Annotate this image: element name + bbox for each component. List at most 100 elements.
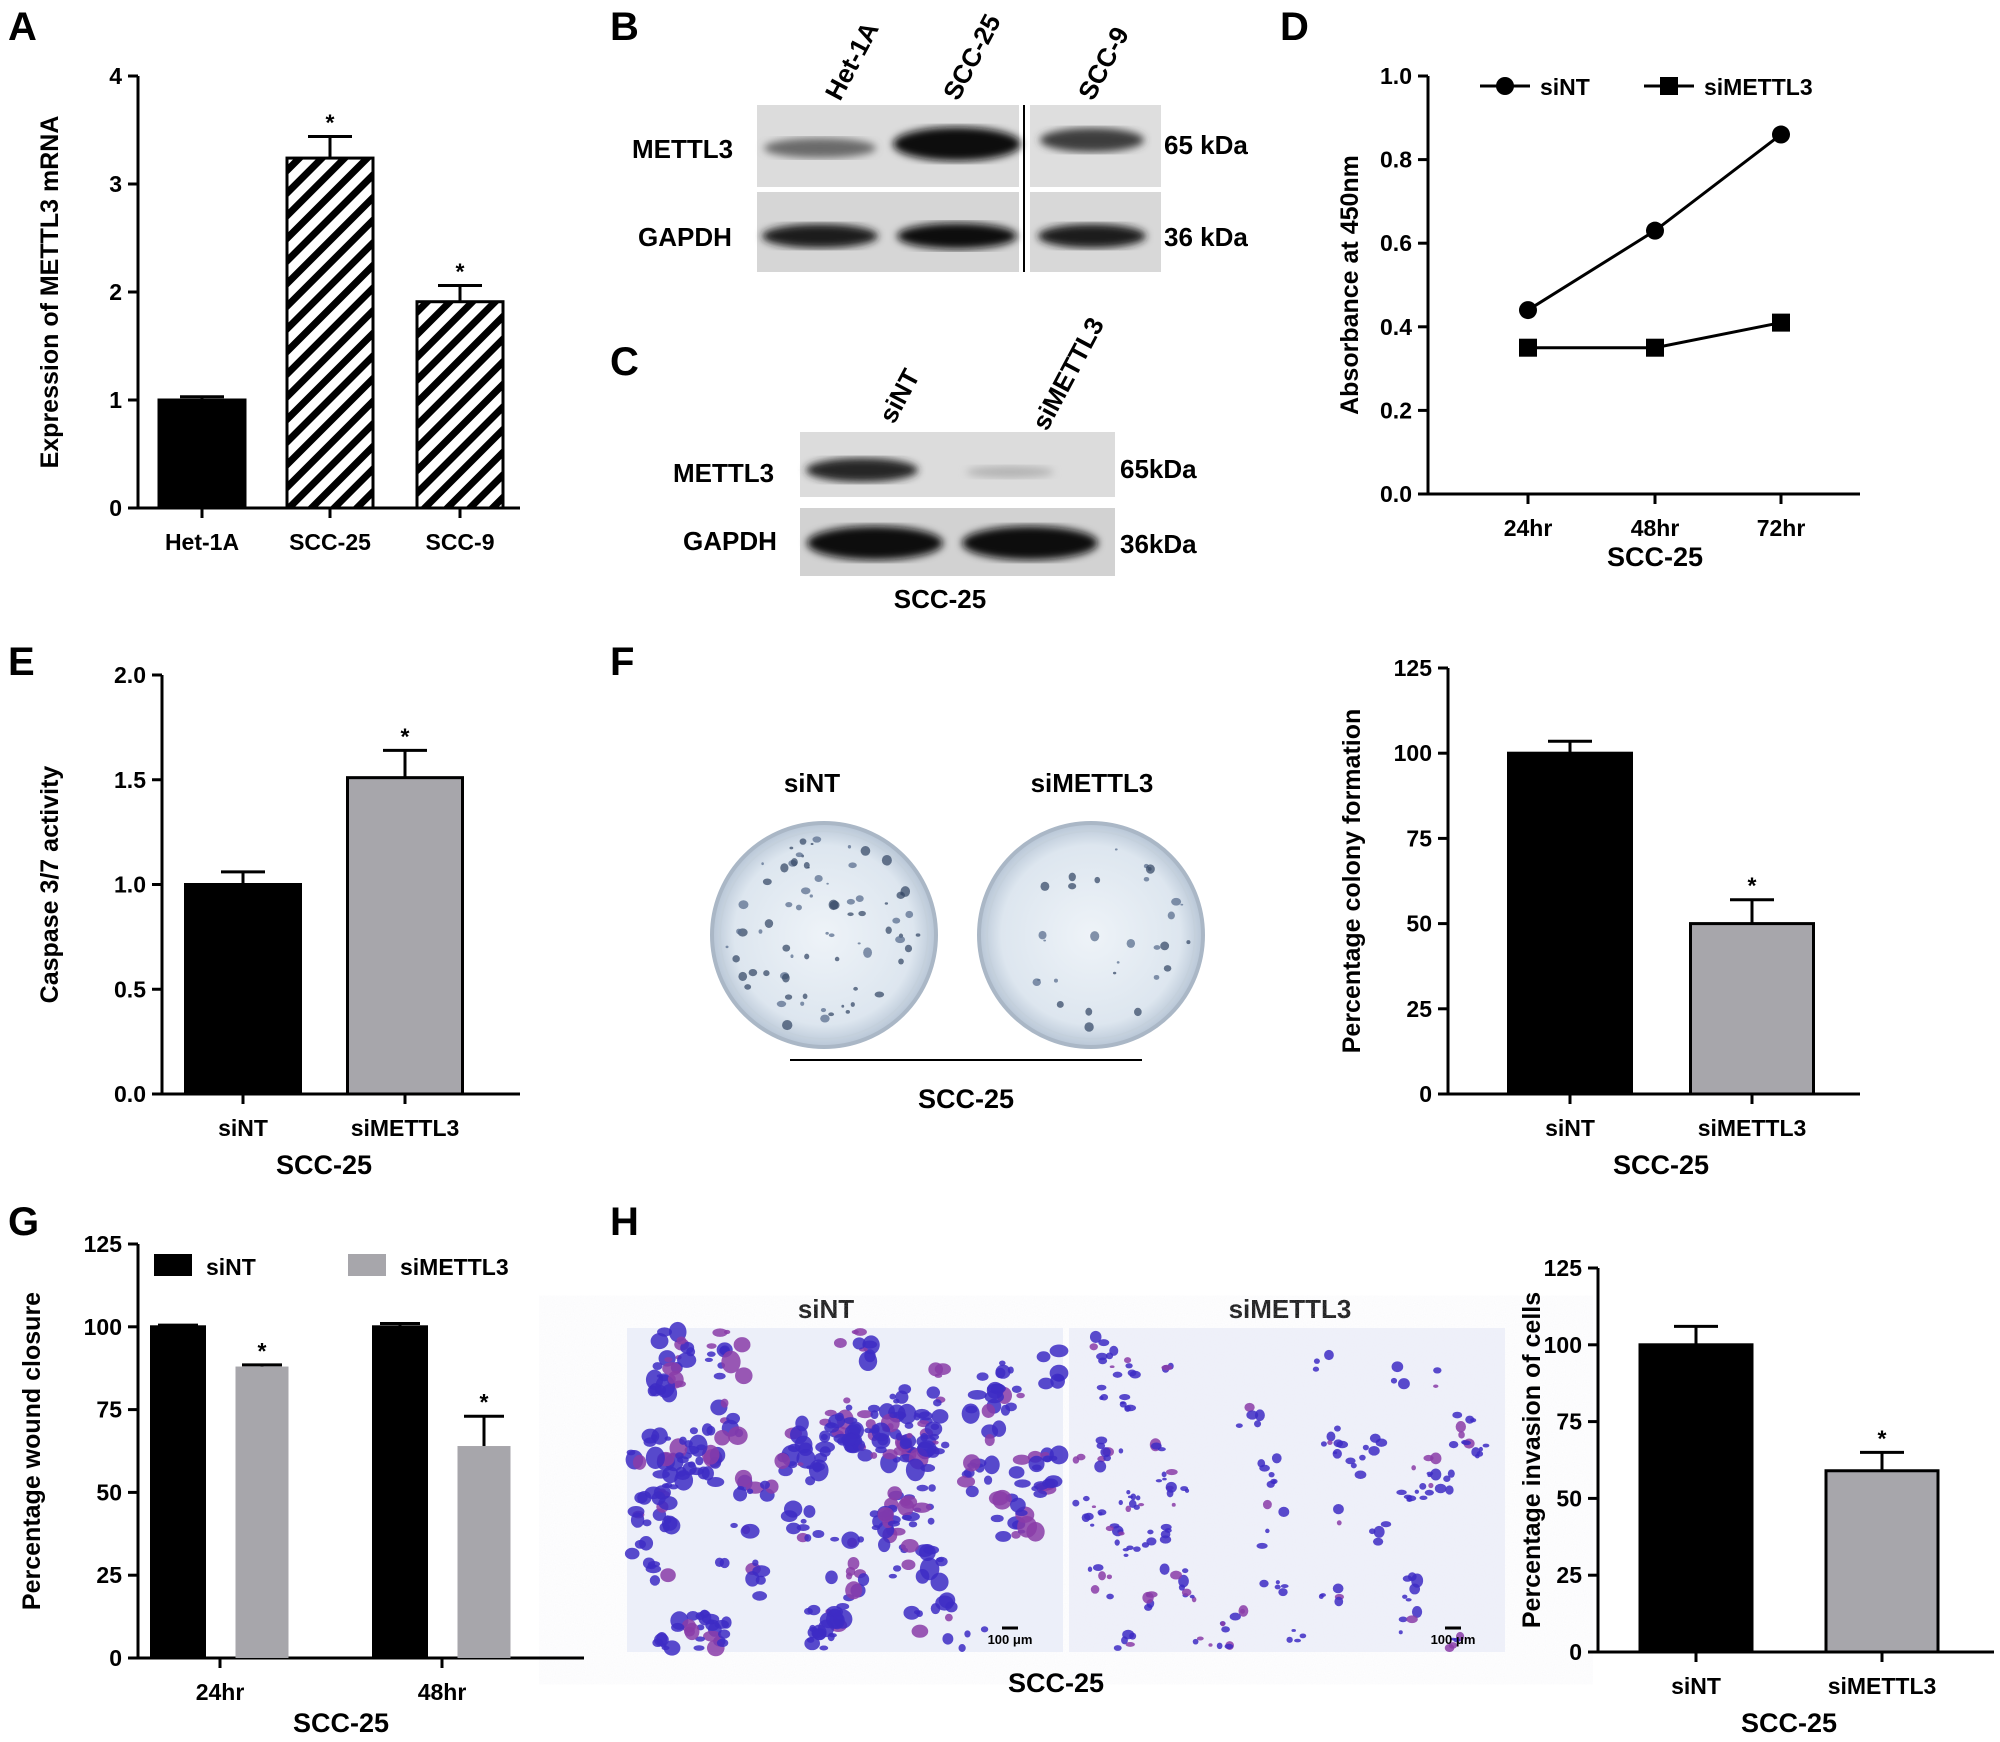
invaded-cell — [812, 1529, 825, 1539]
invaded-cell — [624, 1547, 640, 1560]
invaded-cell — [995, 1530, 1012, 1542]
invaded-cell — [847, 1557, 860, 1570]
y-tick-label: 0.5 — [114, 976, 146, 1002]
colony-dot — [825, 931, 829, 935]
invaded-cell — [798, 1442, 813, 1456]
x-axis-title: SCC-25 — [1607, 542, 1703, 572]
invaded-cell — [917, 1440, 937, 1457]
invaded-cell — [984, 1434, 995, 1447]
invaded-cell — [1118, 1448, 1124, 1454]
invaded-cell — [1017, 1515, 1038, 1538]
invaded-cell — [1271, 1453, 1282, 1464]
invaded-cell — [908, 1521, 918, 1528]
x-tick-label: siNT — [1671, 1673, 1721, 1699]
invaded-cell — [656, 1374, 664, 1378]
legend-marker-square — [1660, 77, 1678, 95]
invaded-cell — [1196, 1636, 1204, 1641]
invaded-cell — [1105, 1525, 1114, 1532]
invaded-cell — [911, 1624, 929, 1638]
invaded-cell — [652, 1469, 670, 1479]
invaded-cell — [849, 1423, 862, 1435]
invaded-cell — [926, 1386, 941, 1399]
x-tick-label: 48hr — [418, 1679, 467, 1705]
colony-dot — [1038, 930, 1047, 940]
invaded-cell — [825, 1570, 838, 1585]
panel-letter-h: H — [610, 1200, 639, 1244]
invaded-cell — [740, 1523, 760, 1539]
colony-dot — [762, 878, 772, 886]
chart-f-colony-formation: 0 25 50 75 100 125 Percentage colony formation… — [1338, 655, 1860, 1180]
invaded-cell — [986, 1383, 1006, 1394]
invaded-cell — [634, 1492, 648, 1504]
invaded-cell — [819, 1645, 829, 1651]
invaded-cell — [1221, 1626, 1230, 1633]
invaded-cell — [662, 1362, 682, 1376]
colony-dot — [1056, 1001, 1064, 1008]
invaded-cell — [1320, 1441, 1327, 1447]
y-tick-label: 0.0 — [114, 1081, 146, 1107]
invaded-cell — [871, 1424, 880, 1434]
data-point-circle — [1772, 125, 1790, 144]
invaded-cell — [1478, 1446, 1483, 1452]
colony-dot — [782, 1019, 793, 1031]
invaded-cells-sint — [624, 1321, 1069, 1657]
colonies-sint — [725, 836, 921, 1031]
invaded-cell — [1327, 1440, 1333, 1445]
invaded-cell — [808, 1459, 829, 1482]
colony-dot — [1171, 897, 1182, 906]
invaded-cell — [870, 1452, 878, 1459]
invaded-cell — [843, 1417, 858, 1425]
invaded-cell — [752, 1591, 768, 1601]
invaded-cell — [1430, 1468, 1442, 1481]
legend-label: siNT — [206, 1254, 256, 1280]
invaded-cell — [930, 1572, 949, 1592]
panel-letter-g: G — [8, 1200, 39, 1244]
x-tick-label: siMETTL3 — [1698, 1115, 1807, 1141]
colony-dot — [848, 862, 857, 869]
colony-dot — [748, 968, 758, 977]
bar — [1507, 751, 1633, 1096]
invaded-cell — [1160, 1530, 1171, 1539]
invaded-cell — [1411, 1605, 1423, 1618]
y-tick-label: 100 — [1544, 1332, 1582, 1358]
invaded-cell — [845, 1581, 863, 1600]
invaded-cell — [734, 1469, 753, 1488]
invaded-cell — [967, 1390, 987, 1400]
colony-dot — [1147, 866, 1152, 871]
bar — [235, 1366, 289, 1658]
invaded-cell — [929, 1433, 940, 1441]
invaded-cell — [688, 1434, 708, 1457]
invaded-cell — [1120, 1401, 1125, 1405]
invaded-cell — [1000, 1404, 1011, 1416]
petri-dish-sint-rim — [719, 830, 929, 1040]
invaded-cell — [1106, 1574, 1113, 1580]
invaded-cell — [958, 1644, 966, 1652]
invaded-cell — [1220, 1621, 1226, 1627]
data-point-square — [1646, 338, 1664, 357]
x-tick-label: SCC-9 — [425, 529, 494, 555]
invaded-cell — [928, 1484, 936, 1492]
invaded-cell — [964, 1630, 971, 1638]
invaded-cell — [718, 1629, 731, 1639]
invaded-cell — [1411, 1573, 1424, 1588]
colony-dot — [1085, 1007, 1093, 1016]
invaded-cell — [720, 1398, 729, 1408]
legend-swatch — [154, 1254, 192, 1276]
invaded-cell — [1072, 1456, 1080, 1464]
colony-dot — [780, 863, 789, 873]
y-tick-label: 1 — [109, 387, 122, 413]
invaded-cell — [642, 1519, 652, 1527]
colony-dot — [1043, 939, 1047, 942]
western-blot-c: siNT siMETTL3 METTL3 GAPDH 65kDa 36kDa S… — [673, 312, 1197, 614]
invaded-cell — [1094, 1460, 1107, 1473]
invaded-cell — [627, 1505, 645, 1518]
invaded-cell — [805, 1476, 816, 1486]
invaded-cell — [787, 1461, 798, 1469]
invaded-cell — [1171, 1502, 1176, 1507]
invaded-cell — [1161, 1471, 1167, 1478]
invaded-cell — [901, 1559, 916, 1570]
y-tick-label: 0.8 — [1380, 147, 1412, 173]
invaded-cell — [703, 1630, 722, 1642]
invaded-cell — [1125, 1505, 1132, 1513]
blot-c-lane-label: siNT — [873, 364, 926, 428]
